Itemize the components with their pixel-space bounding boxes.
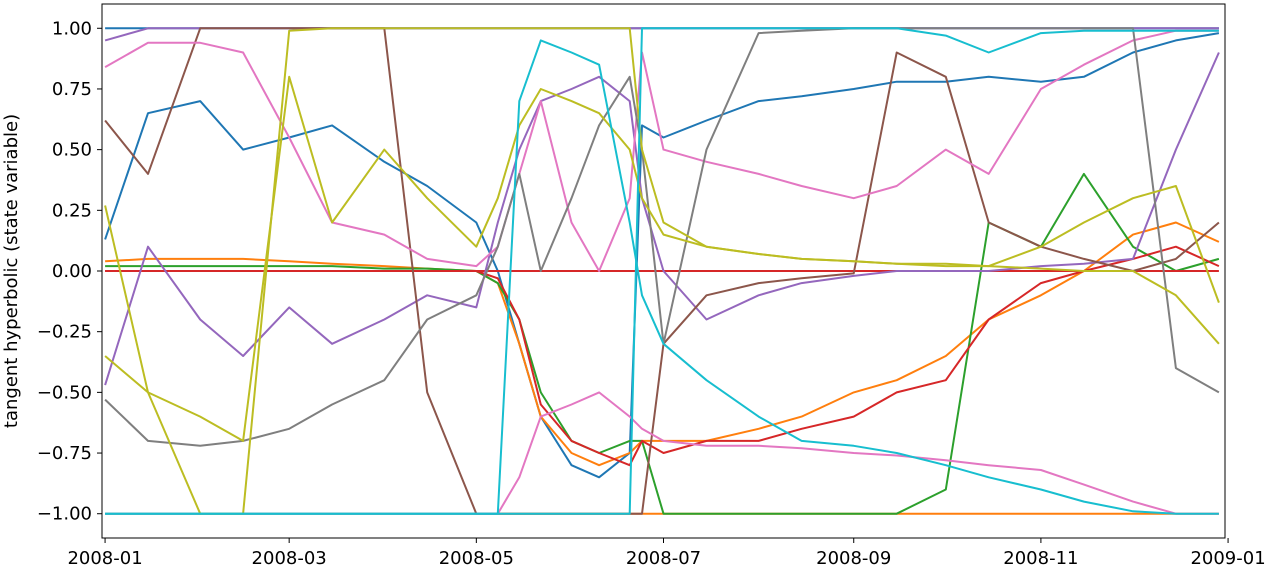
series-line-2: [105, 221, 1220, 467]
x-tick-label: 2008-05: [439, 548, 514, 568]
y-tick-label: 0.25: [52, 200, 92, 221]
plot-frame: [101, 3, 1226, 539]
series-layer: [104, 27, 1220, 515]
y-tick-label: −0.50: [37, 382, 92, 403]
y-tick-label: 0.75: [52, 79, 92, 100]
series-line-0: [104, 32, 1220, 479]
y-tick-label: −0.25: [37, 322, 92, 343]
tick-layer: 2008-01 2008-03 2008-05 2008-07 2008-09 2008-…: [37, 18, 1266, 568]
y-tick-label: −0.75: [37, 443, 92, 464]
x-tick-label: 2009-01: [1190, 548, 1265, 568]
series-line-10: [104, 29, 1219, 272]
series-line-8: [104, 27, 1219, 42]
y-axis-label: tangent hyperbolic (state variable): [1, 114, 22, 428]
y-tick-label: 0.50: [52, 140, 92, 161]
x-tick-label: 2008-01: [67, 548, 142, 568]
y-tick-label: −1.00: [37, 504, 92, 525]
x-tick-label: 2008-03: [252, 548, 327, 568]
x-tick-label: 2008-09: [816, 548, 891, 568]
y-tick-label: 1.00: [52, 18, 92, 39]
x-tick-label: 2008-11: [1003, 548, 1078, 568]
series-line-16: [105, 27, 1219, 515]
series-line-12: [104, 27, 1220, 447]
series-line-14: [104, 27, 1220, 515]
series-line-13: [104, 75, 1220, 442]
x-tick-label: 2008-07: [626, 548, 701, 568]
series-line-4: [105, 172, 1220, 515]
series-line-15: [105, 39, 1219, 515]
series-line-7: [104, 52, 1220, 386]
y-tick-label: 0.00: [52, 261, 92, 282]
